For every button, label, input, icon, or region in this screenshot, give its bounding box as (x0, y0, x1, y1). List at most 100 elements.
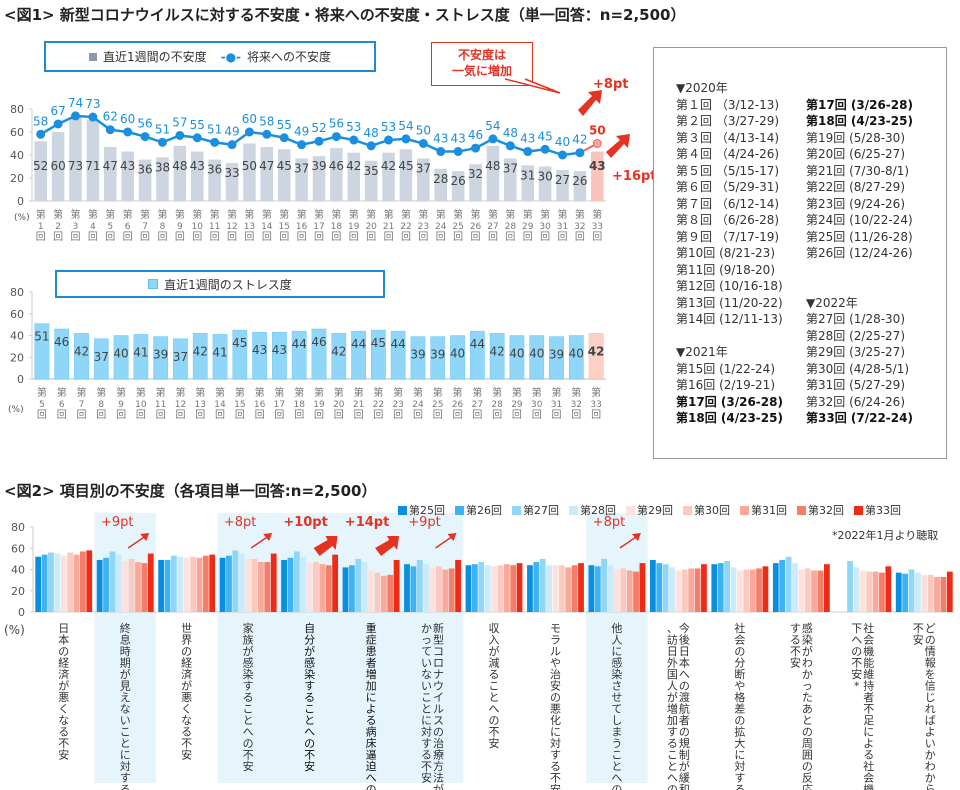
fig1-line-label: 55 (190, 118, 205, 132)
fig2-cat-label: に (550, 726, 561, 739)
fig2-cat-label: 航 (679, 702, 690, 716)
fig1b-bar-label: 43 (252, 343, 267, 357)
fig2-cat-label: へ (304, 726, 315, 739)
fig1b-cat-label: 第 (96, 386, 106, 399)
fig2-cat-label: 対 (734, 759, 745, 773)
fig1b-bar-label: 45 (371, 336, 386, 350)
fig1b-cat-label: 回 (294, 409, 304, 421)
fig2-cat-label: ス (433, 714, 444, 727)
fig1-bar-label: 48 (172, 159, 187, 173)
fig2-cat-label: へ (489, 703, 500, 716)
fig1-bar-label: 45 (398, 159, 413, 173)
fig2-cat-label: こ (489, 680, 500, 693)
fig1-cat-label: 30 (539, 222, 551, 232)
arrowhead-icon (447, 533, 457, 541)
fig2-cat-label: が (120, 667, 131, 681)
fig2-cat-label: 悪 (58, 691, 69, 704)
fig1-cat-label: 回 (384, 231, 394, 243)
legend-bar-label: 直近1週間の不安度 (102, 50, 207, 64)
fig1-line-label: 50 (589, 124, 606, 138)
fig1-bar-label: 73 (68, 159, 83, 173)
fig1b-bar (54, 328, 70, 380)
fig2-bar (724, 561, 730, 612)
fig2-bar (293, 551, 300, 612)
fig2-cat-label: を (925, 668, 936, 681)
fig1b-bar-label: 43 (272, 343, 287, 357)
fig2-cat-label: 感 (611, 657, 622, 670)
fig2-cat-label: よ (863, 737, 874, 750)
fig1b-cat-label: 第 (37, 386, 47, 399)
fig1-cat-label: 回 (192, 231, 202, 243)
fig1b-cat-label: 第 (195, 386, 205, 399)
fig1-line-point (331, 132, 341, 142)
fig1-cat-label: 1 (38, 222, 44, 232)
fig2-cat-label: す (120, 772, 131, 785)
fig2-cat-label: よ (366, 703, 377, 716)
fig2-unit: (%) (4, 623, 25, 637)
fig2-bar (571, 565, 578, 612)
fig1b-bar (410, 336, 426, 380)
fig2-bar (196, 557, 203, 612)
fig2-bar (503, 564, 510, 612)
fig1-cat-label: 第 (401, 208, 411, 221)
fig2-legend-item: 第27回 (512, 502, 559, 518)
legend-stress-label: 直近1週間のストレス度 (164, 277, 292, 292)
schedule-row: 第30回 (4/28-5/1) (806, 361, 910, 376)
fig2-cat-label: イ (433, 691, 444, 704)
fig1b-cat-label: 15 (234, 400, 245, 410)
fig2-cat-label: 社 (863, 759, 874, 773)
schedule-row (806, 262, 913, 279)
fig1-cat-label: 回 (314, 231, 324, 243)
fig2-cat-label: が (433, 782, 444, 790)
fig1-cat-label: 26 (470, 222, 482, 232)
fig2-cat-label: ロ (433, 657, 444, 670)
fig2-cat-label: 能 (863, 656, 874, 670)
fig1b-cat-label: 25 (432, 400, 443, 410)
fig2-cat-label: あ (802, 703, 813, 716)
fig2-cat-label: 応 (802, 782, 813, 790)
fig1b-bar (133, 334, 149, 380)
fig1-line-point (592, 139, 602, 148)
fig1-bar (382, 152, 395, 201)
fig2-cat-label: と (421, 703, 432, 716)
fig2-cat-label: が (802, 644, 813, 658)
fig2-cat-label: こ (421, 691, 432, 704)
legend-label: 第30回 (694, 504, 730, 517)
fig2-cat-label: ル (550, 645, 561, 658)
fig2-cat-label: 感 (304, 657, 315, 670)
fig1-line-point (575, 148, 585, 158)
fig1-line-point (297, 140, 307, 150)
fig2-cat-label: 信 (925, 680, 936, 693)
fig1-line-point (70, 111, 80, 121)
fig1b-bar-label: 40 (509, 347, 524, 361)
fig1-line-label: 43 (451, 132, 466, 146)
fig1-bar-label: 43 (589, 159, 606, 173)
fig1-line-label: 54 (485, 119, 500, 133)
fig1-cat-label: 第 (192, 208, 202, 221)
fig1-y-tick-label: 60 (10, 126, 24, 139)
fig2-bar (558, 565, 565, 612)
fig1-cat-label: 第 (70, 208, 80, 221)
fig1-line-label: 49 (294, 125, 309, 139)
fig2-cat-label: 社 (863, 621, 874, 635)
fig2-cat-label: 治 (433, 736, 444, 750)
fig2-cat-label: 入 (489, 634, 500, 647)
schedule-row: 第26回 (12/24-26) (806, 246, 913, 260)
fig1b-cat-label: 第 (255, 386, 265, 399)
fig1b-cat-label: 第 (453, 386, 463, 399)
fig2-cat-label: の (611, 783, 622, 790)
fig2-cat-label: 染 (243, 667, 254, 681)
fig2-cat-label: 国 (667, 668, 678, 681)
fig1b-bar (390, 330, 406, 380)
fig2-cat-label: 迫 (366, 759, 377, 773)
fig1-bar-label: 42 (346, 159, 361, 173)
fig1-bar-label: 35 (364, 164, 379, 178)
fig2-bar (594, 566, 601, 612)
fig1-bar-label: 50 (242, 159, 257, 173)
fig2-bar (701, 564, 707, 612)
fig2-cat-label: 安 (304, 759, 315, 773)
fig2-bar (416, 559, 423, 612)
fig2-cat-label: ど (925, 622, 936, 635)
fig1-line-point (157, 137, 167, 147)
fig2-cat-label: 不 (550, 772, 561, 785)
